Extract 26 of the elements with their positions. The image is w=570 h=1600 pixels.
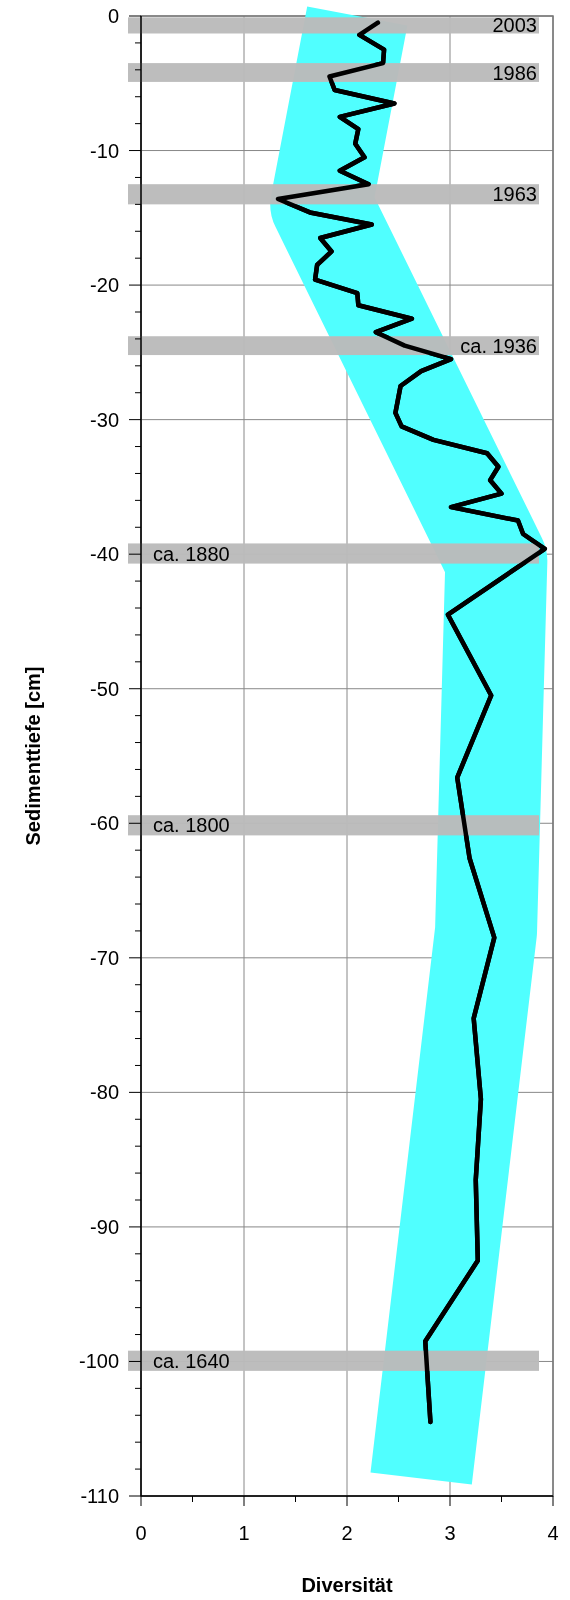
x-tick-label: 3 [444,1522,456,1544]
y-tick-label: -90 [90,1215,119,1238]
band-label: 1986 [492,61,537,84]
y-tick-label: 0 [107,5,119,27]
band-label: ca. 1936 [460,334,537,357]
y-tick-label: -40 [90,543,119,566]
x-tick-label: 4 [547,1522,559,1544]
y-tick-label: -50 [90,677,119,700]
band-label: ca. 1880 [153,542,230,565]
band-label: ca. 1640 [153,1349,230,1372]
y-tick-label: -20 [90,274,119,297]
x-axis-title: Diversität [301,1574,393,1596]
band-label: 2003 [492,14,537,37]
x-tick-label: 2 [341,1522,353,1544]
x-tick-label: 1 [238,1522,250,1544]
y-tick-label: -70 [90,946,119,969]
y-tick-label: -110 [80,1485,119,1507]
y-tick-label: -30 [90,408,119,431]
y-tick-label: -10 [90,139,119,162]
y-tick-label: -60 [90,812,119,835]
y-axis-title: Sedimenttiefe [cm] [22,666,44,846]
band-label: ca. 1800 [153,814,230,837]
y-tick-label: -80 [90,1081,119,1104]
band-label: 1963 [492,183,537,206]
x-tick-label: 0 [135,1522,147,1544]
y-tick-label: -100 [78,1350,119,1373]
